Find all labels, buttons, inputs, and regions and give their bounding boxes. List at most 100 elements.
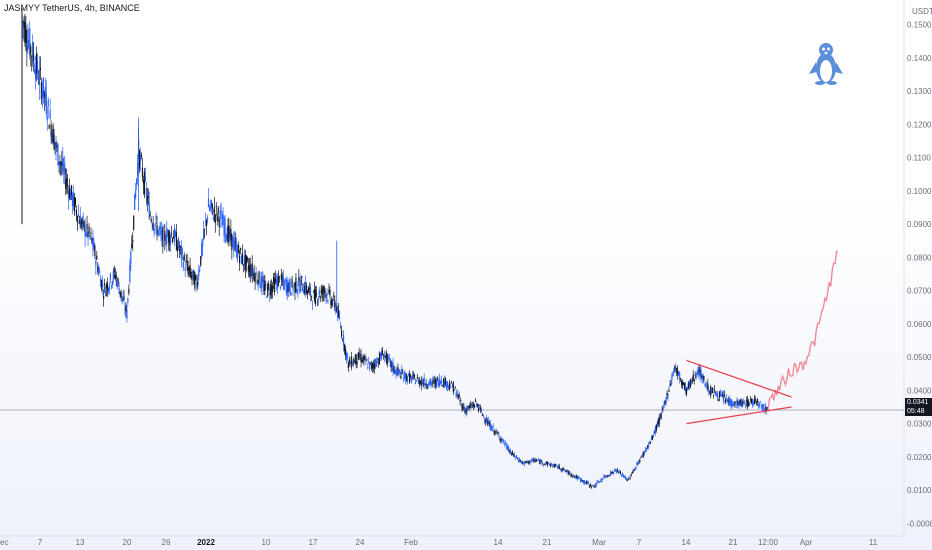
- candle-body: [306, 285, 308, 293]
- candle-body: [281, 280, 283, 282]
- y-tick-label: 0.0400: [907, 386, 932, 395]
- candle-body: [263, 283, 265, 292]
- y-tick-label: 0.1500: [907, 21, 932, 30]
- x-tick-label: 21: [543, 538, 552, 547]
- candle-body: [241, 253, 244, 264]
- candle-body: [694, 375, 696, 377]
- x-tick-label: Mar: [592, 538, 606, 547]
- candle-body: [321, 287, 323, 299]
- candle-body: [115, 275, 117, 279]
- candle-body: [723, 394, 725, 397]
- candle-body: [153, 229, 155, 231]
- candle-body: [610, 472, 612, 476]
- candle-body: [76, 216, 78, 223]
- x-tick-label: 2022: [197, 538, 215, 547]
- candle-body: [297, 288, 299, 291]
- candle-body: [383, 354, 385, 357]
- candle-body: [291, 278, 293, 287]
- candle-body: [657, 420, 659, 425]
- candle-body: [202, 241, 204, 247]
- candle-body: [194, 275, 196, 289]
- candle-body: [310, 296, 313, 298]
- candle-body: [583, 480, 586, 484]
- candle-body: [510, 450, 512, 454]
- candle-body: [607, 475, 609, 477]
- candle-body: [382, 358, 384, 360]
- candle-body: [184, 267, 186, 271]
- candle-body: [128, 288, 130, 294]
- candle-body: [766, 407, 768, 409]
- candle-body: [439, 378, 441, 386]
- candle-body: [571, 474, 573, 476]
- candle-body: [300, 279, 302, 292]
- candle-body: [273, 276, 275, 283]
- candle-body: [603, 475, 605, 477]
- candle-body: [643, 452, 645, 456]
- candle-body: [559, 468, 561, 470]
- candle-body: [599, 481, 601, 483]
- candle-body: [754, 399, 757, 401]
- candle-body: [591, 484, 593, 487]
- candle-body: [207, 198, 210, 208]
- candle-body: [555, 464, 557, 466]
- candle-body: [401, 369, 403, 373]
- candle-body: [140, 155, 143, 157]
- candle-body: [210, 200, 213, 207]
- candle-body: [57, 144, 59, 165]
- candle-body: [436, 377, 438, 386]
- candle-body: [638, 462, 640, 464]
- candle-body: [72, 192, 75, 206]
- candle-body: [552, 464, 554, 466]
- candle-body: [370, 362, 372, 364]
- candle-body: [609, 475, 611, 477]
- candle-body: [180, 245, 182, 259]
- candle-body: [525, 461, 527, 463]
- candle-body: [530, 459, 532, 463]
- candle-body: [516, 458, 519, 460]
- candle-body: [186, 260, 188, 268]
- candle-body: [619, 471, 621, 475]
- candle-body: [351, 364, 353, 366]
- candle-body: [395, 369, 397, 374]
- candle-body: [666, 392, 668, 396]
- chart-title: JASMYY TetherUS, 4h, BINANCE: [4, 3, 140, 13]
- candle-body: [487, 420, 489, 425]
- candle-body: [432, 379, 434, 384]
- candle-body: [315, 293, 317, 296]
- candle-body: [435, 379, 437, 387]
- candle-body: [61, 162, 63, 167]
- candle-body: [102, 283, 104, 288]
- candle-body: [27, 39, 29, 51]
- candle-body: [476, 402, 478, 405]
- candle-body: [420, 379, 422, 386]
- candle-body: [288, 279, 290, 290]
- candle-body: [595, 484, 597, 487]
- candle-body: [217, 207, 219, 214]
- candle-body: [30, 46, 32, 54]
- candle-body: [196, 281, 198, 288]
- candle-body: [38, 69, 41, 85]
- candle-body: [706, 385, 708, 387]
- candle-body: [701, 376, 703, 379]
- candle-body: [612, 472, 614, 474]
- candle-body: [163, 227, 165, 228]
- x-tick-label: Feb: [404, 538, 418, 547]
- candle-body: [150, 219, 152, 222]
- candle-body: [417, 378, 419, 384]
- candle-body: [218, 219, 220, 227]
- candle-body: [380, 352, 383, 358]
- candle-body: [146, 196, 148, 204]
- candle-body: [141, 167, 144, 178]
- candle-body: [561, 468, 563, 471]
- candle-body: [374, 363, 376, 369]
- candle-body: [178, 248, 180, 251]
- candle-body: [181, 248, 183, 254]
- candle-body: [369, 362, 371, 369]
- candle-body: [341, 339, 344, 341]
- candle-body: [257, 280, 259, 287]
- candle-body: [58, 162, 60, 166]
- candle-body: [226, 234, 228, 242]
- candle-body: [747, 399, 749, 407]
- candle-body: [471, 406, 473, 408]
